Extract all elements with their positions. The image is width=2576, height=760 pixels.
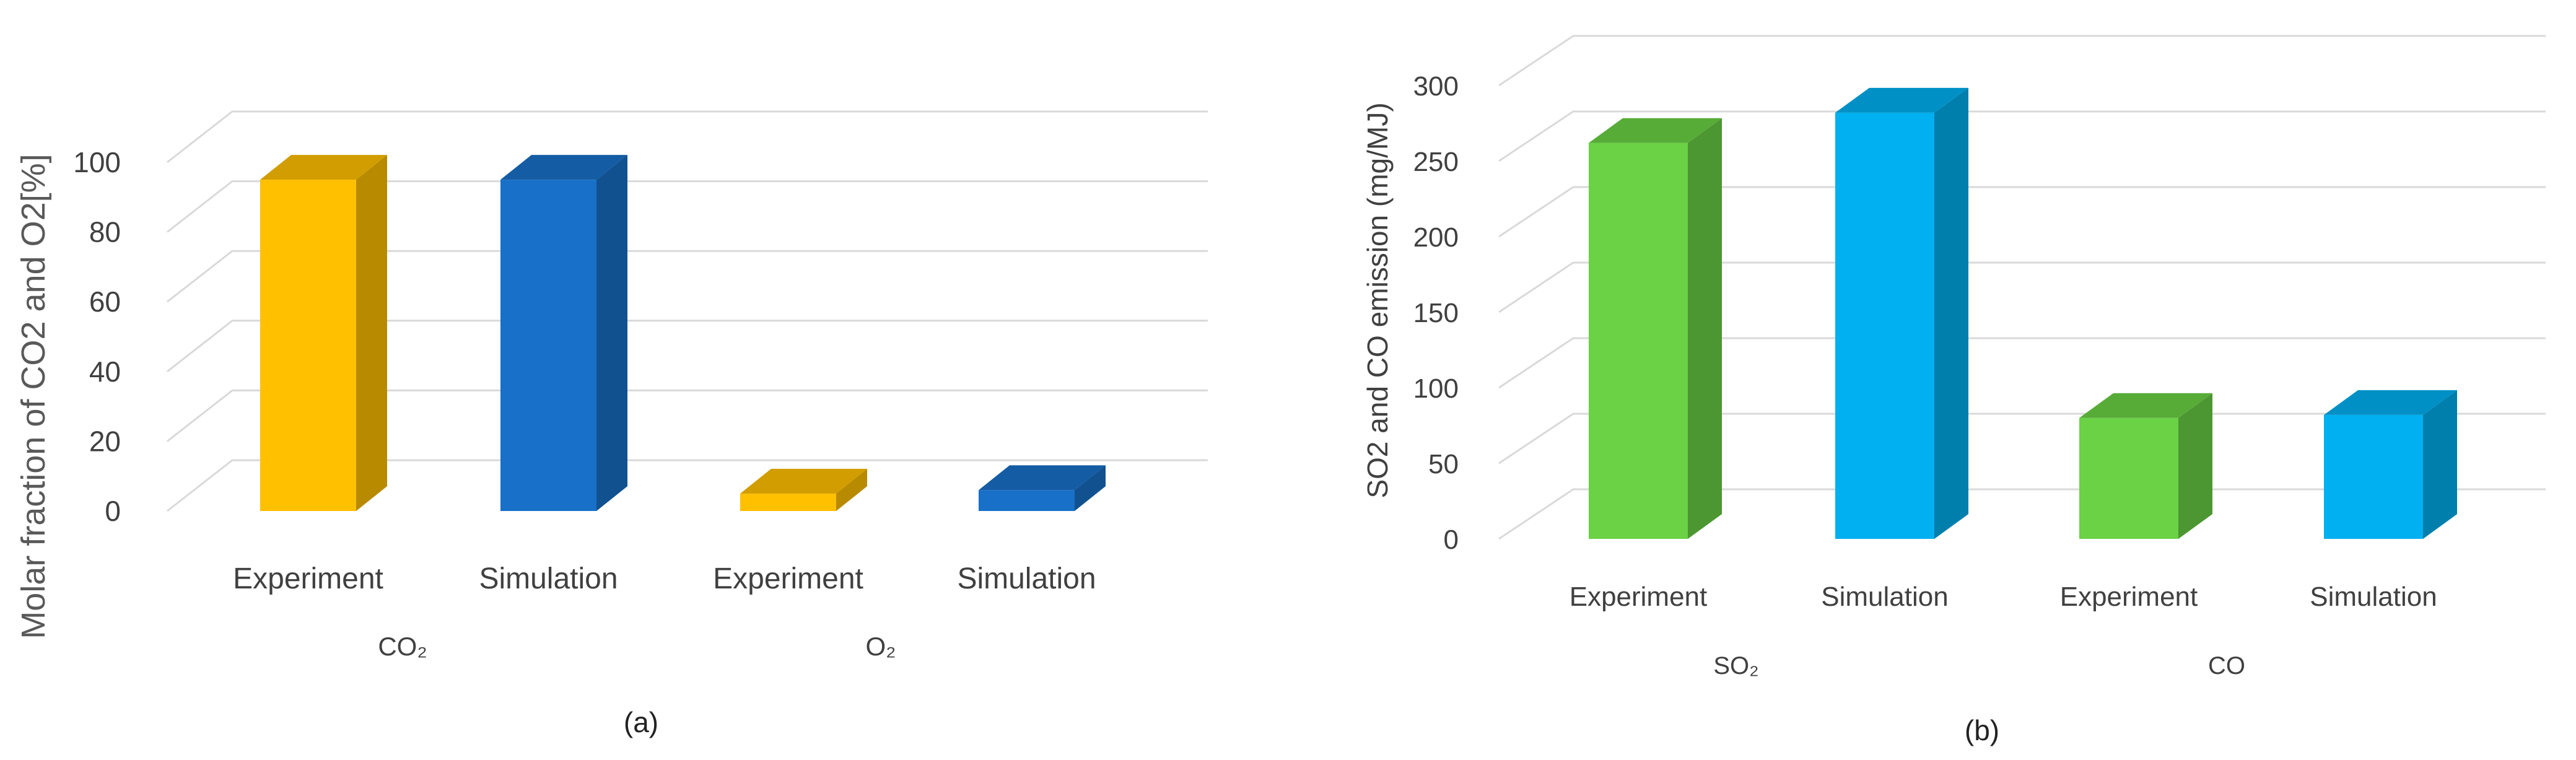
gridline — [1498, 35, 2546, 87]
x-category-label: Simulation — [1821, 582, 1948, 612]
y-tick-label: 100 — [73, 146, 121, 178]
bar — [500, 155, 627, 511]
bar-front — [500, 180, 596, 511]
gridline — [167, 389, 1208, 442]
x-category-label: Experiment — [2060, 582, 2198, 612]
bar — [2079, 393, 2212, 539]
y-axis-title: SO2 and CO emission (mg/MJ) — [1361, 102, 1394, 498]
y-tick-label: 40 — [89, 356, 121, 388]
gridline — [1498, 110, 2546, 162]
gridline — [1498, 488, 2546, 540]
bar-side — [1934, 87, 1968, 539]
bar-front — [2324, 414, 2423, 539]
bar-top — [2324, 390, 2457, 415]
gridline — [167, 250, 1208, 303]
bar — [1589, 118, 1722, 539]
y-tick-label: 250 — [1413, 147, 1459, 177]
gridlines — [167, 110, 1208, 512]
bar — [260, 155, 387, 511]
bar-side — [1075, 465, 1106, 511]
bar-front — [260, 180, 356, 511]
x-group-label: CO₂ — [378, 632, 427, 661]
bars — [260, 155, 1106, 511]
bar — [979, 465, 1106, 511]
gridlines — [1498, 35, 2546, 540]
bar-front — [2079, 417, 2178, 539]
y-tick-label: 200 — [1413, 222, 1459, 253]
bar-front — [1835, 112, 1934, 539]
y-tick-label: 50 — [1428, 449, 1459, 479]
bar-top — [2079, 393, 2212, 418]
bar-side — [836, 468, 867, 511]
bar — [2324, 390, 2457, 539]
bar-top — [1835, 87, 1968, 113]
bar-front — [740, 493, 836, 511]
bar-side — [356, 155, 387, 511]
bar-side — [596, 155, 627, 511]
panel-label: (b) — [1965, 714, 1999, 746]
x-category-label: Simulation — [2310, 582, 2437, 612]
bar — [1835, 87, 1968, 539]
gridline — [1498, 186, 2546, 238]
y-tick-label: 0 — [105, 495, 121, 527]
y-tick-label: 300 — [1413, 71, 1459, 102]
bar-front — [1589, 142, 1688, 539]
y-tick-label: 0 — [1444, 525, 1459, 555]
x-group-label: O₂ — [866, 632, 896, 661]
bar-top — [260, 155, 387, 180]
x-category-label: Experiment — [233, 562, 383, 595]
gridline — [167, 110, 1208, 164]
bars — [1589, 87, 2457, 539]
x-category-labels: Experiment Simulation Experiment Simulation — [233, 562, 1096, 595]
gridline — [1498, 413, 2546, 465]
x-group-labels: SO₂ CO — [1713, 652, 2245, 679]
bar-side — [2178, 393, 2212, 539]
x-group-label: CO — [2208, 652, 2245, 679]
y-tick-label: 60 — [89, 286, 121, 318]
bar-side — [2423, 390, 2457, 539]
gridline — [167, 320, 1208, 372]
x-group-label: SO₂ — [1713, 652, 1758, 679]
gridline — [167, 180, 1208, 233]
y-tick-label: 150 — [1413, 298, 1459, 328]
y-axis-title: Molar fraction of CO2 and O2[%] — [15, 154, 52, 639]
y-tick-label: 20 — [89, 425, 121, 457]
bar-top — [740, 468, 867, 494]
y-tick-labels: 0 50 100 150 200 250 300 — [1413, 71, 1459, 555]
x-category-label: Simulation — [479, 562, 618, 595]
y-tick-label: 80 — [89, 216, 121, 248]
bar-top — [1589, 118, 1722, 143]
bar-front — [979, 490, 1075, 511]
gridline — [167, 459, 1208, 512]
gridline — [1498, 261, 2546, 313]
bar — [740, 468, 867, 511]
y-tick-labels: 0 20 40 60 80 100 — [73, 146, 121, 527]
x-category-label: Experiment — [1570, 582, 1708, 612]
gridline — [1498, 337, 2546, 389]
bar-side — [1688, 118, 1722, 539]
bar-top — [979, 465, 1106, 491]
x-group-labels: CO₂ O₂ — [378, 632, 896, 661]
y-tick-label: 100 — [1413, 373, 1459, 404]
bar-top — [500, 155, 627, 180]
panel-label: (a) — [624, 706, 658, 738]
x-category-label: Simulation — [957, 562, 1096, 595]
x-category-label: Experiment — [713, 562, 863, 595]
x-category-labels: Experiment Simulation Experiment Simulation — [1570, 582, 2437, 612]
